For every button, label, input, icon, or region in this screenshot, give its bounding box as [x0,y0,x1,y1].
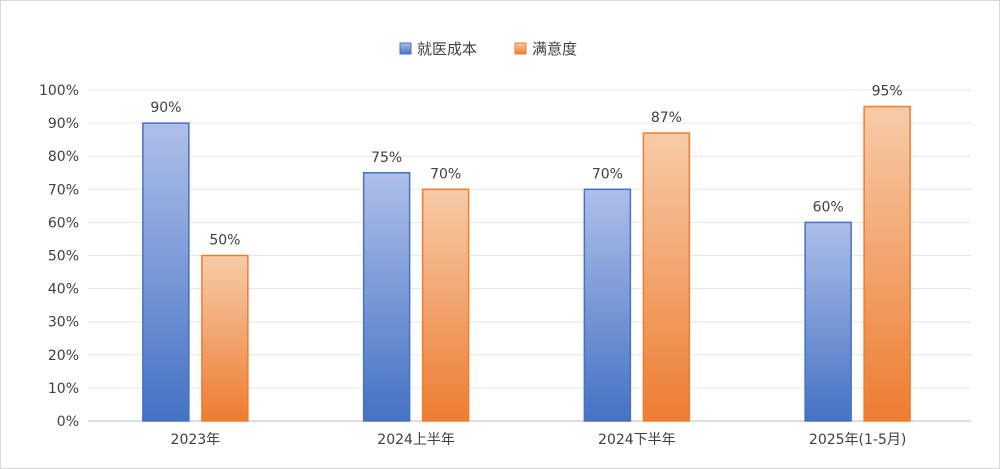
y-tick-label: 0% [57,414,79,430]
x-tick-label: 2025年(1-5月) [809,432,906,448]
y-tick-label: 60% [48,215,79,231]
x-axis-tick-labels: 2023年 2024上半年 2024下半年 2025年(1-5月) [171,432,907,448]
data-label: 70% [430,166,461,182]
bar-cost [583,188,632,422]
bar-cost [804,221,852,422]
legend-label: 就医成本 [417,40,477,58]
data-label: 95% [872,84,903,100]
data-label: 75% [371,150,402,166]
data-labels: 90% 50% 75% 70% 70% 87% 60% 95% [150,84,902,249]
bar-satisfaction [201,254,249,422]
data-label: 90% [150,100,181,116]
bars [142,105,911,422]
y-tick-label: 90% [48,116,79,132]
x-tick-label: 2024上半年 [377,432,455,448]
y-tick-label: 30% [48,315,79,331]
legend: 就医成本 满意度 [399,40,577,58]
legend-swatch [399,42,412,55]
data-label: 60% [813,199,844,215]
x-tick-label: 2023年 [171,432,221,448]
y-tick-label: 40% [48,282,79,298]
x-tick-label: 2024下半年 [598,432,676,448]
y-axis-tick-labels: 0% 10% 20% 30% 40% 50% 60% 70% 80% 90% 100% [39,83,79,430]
y-tick-label: 70% [48,182,79,198]
data-label: 50% [209,233,240,249]
bar-satisfaction [421,188,470,422]
bar-cost [362,172,411,422]
y-tick-label: 80% [48,149,79,165]
legend-swatch [514,42,527,55]
bar-satisfaction [642,132,691,422]
y-tick-label: 50% [48,249,79,265]
bar-cost [142,122,190,422]
bar-satisfaction [863,105,911,422]
y-tick-label: 20% [48,348,79,364]
legend-label: 满意度 [532,40,577,58]
data-label: 87% [651,110,682,126]
y-tick-label: 10% [48,381,79,397]
y-tick-label: 100% [39,83,79,99]
data-label: 70% [592,166,623,182]
